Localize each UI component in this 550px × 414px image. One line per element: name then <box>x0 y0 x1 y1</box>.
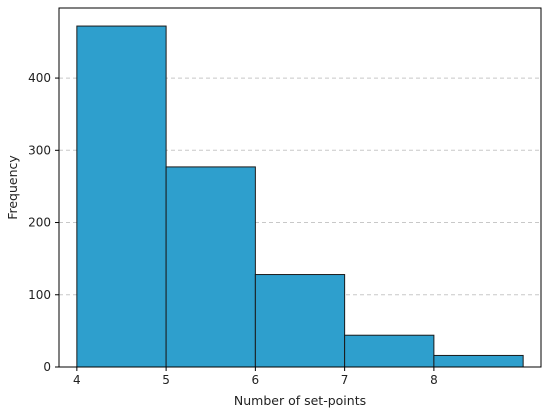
bars <box>76 25 524 368</box>
y-tick-label: 200 <box>28 216 51 230</box>
x-tick-label: 5 <box>162 373 170 387</box>
y-tick-label: 100 <box>28 288 51 302</box>
histogram-bar <box>433 354 524 368</box>
x-tick-label: 4 <box>73 373 81 387</box>
y-tick-label: 400 <box>28 71 51 85</box>
histogram-bar <box>76 25 167 368</box>
histogram-bar <box>165 166 256 368</box>
x-tick-label: 7 <box>341 373 349 387</box>
x-axis-ticks: 4 5 6 7 8 <box>73 367 438 387</box>
histogram-bar <box>254 274 346 368</box>
y-axis-ticks: 0 100 200 300 400 <box>28 71 59 374</box>
x-tick-label: 6 <box>252 373 260 387</box>
y-tick-label: 300 <box>28 143 51 157</box>
y-tick-label: 0 <box>43 360 51 374</box>
x-tick-label: 8 <box>430 373 438 387</box>
plot-frame <box>58 7 542 368</box>
histogram-bar <box>344 334 435 368</box>
x-axis-label: Number of set-points <box>234 393 366 408</box>
y-axis-label: Frequency <box>5 155 20 220</box>
